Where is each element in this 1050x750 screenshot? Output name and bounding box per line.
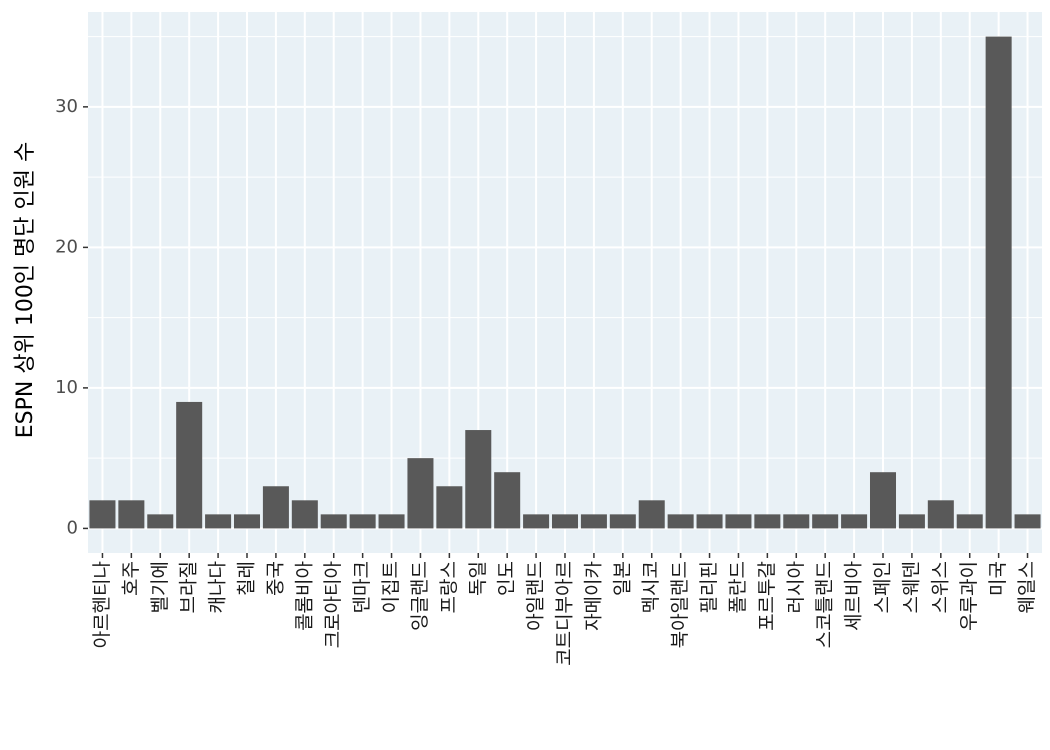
- bar: [754, 514, 781, 529]
- x-tick-label: 웨일스: [1016, 561, 1038, 613]
- y-tick-label: 30: [55, 96, 78, 117]
- bar: [869, 472, 897, 529]
- x-tick-label: 일본: [611, 561, 633, 596]
- x-tick-label: 우루과이: [958, 561, 980, 631]
- bar: [812, 514, 839, 529]
- y-tick-label: 0: [67, 517, 78, 538]
- bar: [841, 514, 868, 529]
- x-tick-label: 러시아: [785, 561, 807, 613]
- bar: [233, 514, 261, 529]
- bar: [89, 500, 116, 529]
- bar: [378, 514, 405, 529]
- bar: [783, 514, 810, 529]
- x-tick-label: 자메이카: [582, 561, 604, 631]
- bar: [580, 514, 607, 529]
- bar: [291, 500, 318, 529]
- bar: [320, 514, 347, 529]
- x-tick-label: 아일랜드: [525, 561, 547, 631]
- x-tick-label: 인도: [496, 561, 518, 596]
- x-tick-label: 포르투갈: [756, 561, 778, 631]
- bar: [725, 514, 752, 529]
- bar: [898, 514, 925, 529]
- bar: [407, 458, 434, 529]
- x-tick-label: 스웨덴: [900, 561, 922, 613]
- bar: [609, 514, 636, 529]
- x-tick-label: 스위스: [929, 561, 951, 613]
- x-tick-label: 스코틀랜드: [814, 561, 836, 648]
- x-tick-label: 덴마크: [351, 561, 373, 613]
- x-tick-label: 이집트: [380, 561, 402, 613]
- bar: [436, 486, 463, 529]
- bar: [551, 514, 579, 529]
- y-axis-label: ESPN 상위 100인 명단 인원 수: [13, 142, 38, 438]
- bar: [465, 430, 492, 529]
- x-tick-label: 북아일랜드: [669, 561, 691, 648]
- bar: [956, 514, 983, 529]
- bar: [147, 514, 174, 529]
- x-tick-label: 멕시코: [640, 561, 662, 613]
- x-tick-label: 벨기에: [149, 561, 171, 613]
- bar: [494, 472, 521, 529]
- bar: [667, 514, 694, 529]
- x-tick-label: 필리핀: [698, 561, 720, 613]
- bar: [205, 514, 232, 529]
- bar: [1014, 514, 1041, 529]
- x-tick-label: 칠레: [236, 561, 258, 596]
- y-tick-label: 20: [55, 236, 78, 257]
- x-tick-label: 세르비아: [843, 561, 865, 631]
- x-tick-label: 캐나다: [207, 561, 229, 613]
- x-tick-label: 스페인: [872, 561, 894, 613]
- x-tick-label: 콜롬비아: [293, 561, 315, 631]
- x-tick-label: 아르헨티나: [91, 561, 113, 648]
- bar: [118, 500, 145, 529]
- x-tick-label: 브라질: [178, 561, 200, 613]
- x-tick-label: 잉글랜드: [409, 561, 431, 631]
- bar: [349, 514, 376, 529]
- bar: [985, 36, 1012, 529]
- x-tick-label: 중국: [264, 561, 286, 596]
- bar: [176, 401, 203, 529]
- y-tick-label: 10: [55, 377, 78, 398]
- bar: [927, 500, 954, 529]
- x-tick-label: 호주: [120, 561, 142, 596]
- x-tick-label: 프랑스: [438, 561, 460, 613]
- bar: [696, 514, 723, 529]
- x-tick-label: 미국: [987, 561, 1009, 596]
- bar: [262, 486, 289, 529]
- x-tick-label: 코트디부아르: [554, 561, 576, 666]
- bar: [523, 514, 550, 529]
- x-tick-label: 독일: [467, 561, 489, 596]
- bar: [638, 500, 665, 529]
- x-tick-label: 폴란드: [727, 561, 749, 613]
- x-tick-label: 크로아티아: [322, 561, 344, 648]
